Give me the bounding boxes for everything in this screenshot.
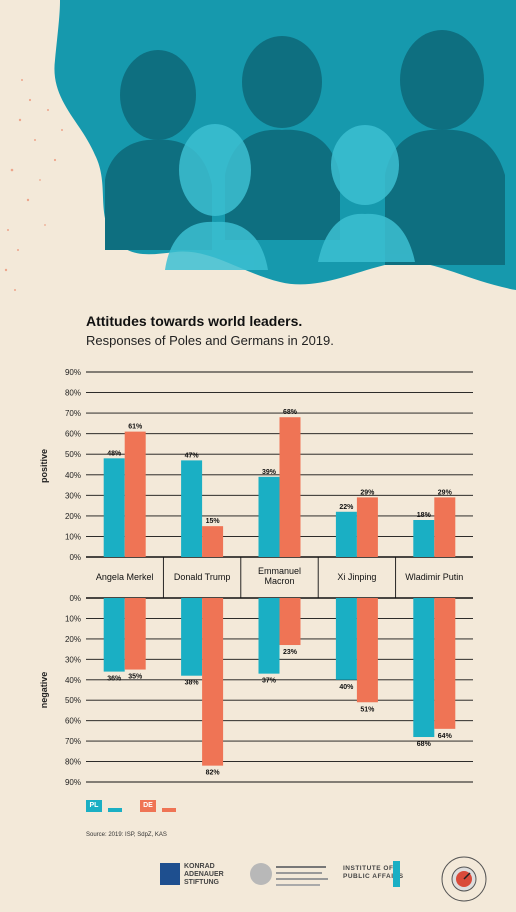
y-tick-label: 60% xyxy=(65,717,81,726)
data-label: 29% xyxy=(360,489,375,496)
data-label: 35% xyxy=(128,674,143,681)
data-label: 37% xyxy=(262,678,277,685)
bar-negative-de xyxy=(434,598,456,729)
leader-faces xyxy=(165,124,415,270)
kas-logo-line-2: ADENAUER xyxy=(184,871,224,878)
data-label: 64% xyxy=(438,733,453,740)
bar-positive-de xyxy=(434,497,456,557)
y-tick-label: 10% xyxy=(65,614,81,623)
y-ticks-negative: 0% 10% 20% 30% 40% 50% 60% 70% 80% 90% xyxy=(65,594,81,787)
legend-badge-pl: PL xyxy=(86,800,102,812)
bar-negative-pl xyxy=(413,598,435,738)
data-label: 61% xyxy=(128,424,143,431)
y-tick-label: 80% xyxy=(65,758,81,767)
y-tick-label: 60% xyxy=(65,430,81,439)
source-note: Source: 2019: ISP, SdpZ, KAS xyxy=(86,832,167,838)
category-label: Angela Merkel xyxy=(96,572,154,582)
y-tick-label: 0% xyxy=(69,553,81,562)
bar-positive-pl xyxy=(258,476,280,557)
y-tick-label: 30% xyxy=(65,491,81,500)
isp-logo-line-2: PUBLIC AFFAIRS xyxy=(343,873,404,880)
bar-positive-de xyxy=(356,497,378,557)
bar-negative-de xyxy=(124,598,146,670)
y-axis-label-positive: positive xyxy=(39,449,49,483)
data-label: 51% xyxy=(360,706,375,713)
bar-negative-de xyxy=(356,598,378,703)
data-label: 82% xyxy=(206,770,221,777)
data-label: 39% xyxy=(262,469,277,476)
data-label: 15% xyxy=(206,518,221,525)
data-label: 23% xyxy=(283,649,298,656)
legend-swatch-de xyxy=(162,808,176,812)
bar-positive-pl xyxy=(103,458,125,557)
bar-negative-pl xyxy=(335,598,357,680)
y-tick-label: 20% xyxy=(65,512,81,521)
footer-logos: KONRAD ADENAUER STIFTUNG INSTITUTE OF PU… xyxy=(0,855,516,905)
y-tick-label: 10% xyxy=(65,532,81,541)
bar-negative-pl xyxy=(181,598,203,676)
data-labels-positive: 48% 61% 47% 15% 39% 68% 22% 29% 18% 29% xyxy=(107,409,452,525)
bar-positive-pl xyxy=(181,460,203,557)
kas-logo-line-3: STIFTUNG xyxy=(184,879,219,886)
data-label: 29% xyxy=(438,489,453,496)
y-tick-label: 30% xyxy=(65,655,81,664)
category-label: Emmanuel Macron xyxy=(258,566,301,586)
category-label: Xi Jinping xyxy=(337,572,376,582)
y-tick-label: 0% xyxy=(69,594,81,603)
chart-subtitle: Responses of Poles and Germans in 2019. xyxy=(86,333,334,348)
y-tick-label: 70% xyxy=(65,737,81,746)
y-tick-label: 70% xyxy=(65,409,81,418)
data-label: 18% xyxy=(417,512,432,519)
data-label: 22% xyxy=(339,504,354,511)
data-label: 68% xyxy=(283,409,298,416)
data-label: 48% xyxy=(107,450,122,457)
y-tick-label: 40% xyxy=(65,676,81,685)
kas-logo-mark xyxy=(160,863,180,885)
isp-logo-line-1: INSTITUTE OF xyxy=(343,865,394,872)
hero-illustration xyxy=(4,0,516,291)
y-tick-label: 80% xyxy=(65,389,81,398)
legend-swatch-pl xyxy=(108,808,122,812)
y-tick-label: 90% xyxy=(65,368,81,377)
bar-negative-pl xyxy=(103,598,125,672)
category-label: Donald Trump xyxy=(174,572,231,582)
chart-area: 0% 10% 20% 30% 40% 50% 60% 70% 80% 90% 0% 10% 20% 30… xyxy=(39,368,473,787)
bar-positive-de xyxy=(124,431,146,557)
data-label: 38% xyxy=(185,680,200,687)
foundation-logo-icon xyxy=(250,863,272,885)
y-tick-label: 40% xyxy=(65,471,81,480)
y-tick-label: 50% xyxy=(65,450,81,459)
y-tick-label: 90% xyxy=(65,778,81,787)
bar-positive-pl xyxy=(413,520,435,557)
category-labels: Angela Merkel Donald Trump Emmanuel Macron X… xyxy=(96,557,463,598)
category-label: Wladimir Putin xyxy=(405,572,463,582)
isp-logo-bar xyxy=(393,861,400,887)
data-label: 47% xyxy=(185,452,200,459)
speckle-texture xyxy=(4,38,97,291)
barometer-logo xyxy=(441,856,487,902)
chart-title: Attitudes towards world leaders. xyxy=(86,313,303,329)
data-label: 68% xyxy=(417,741,432,748)
legend-badge-de: DE xyxy=(140,800,156,812)
data-labels-negative: 36% 35% 38% 82% 37% 23% 40% 51% 68% 64% xyxy=(107,649,452,777)
bar-negative-pl xyxy=(258,598,280,674)
bar-positive-de xyxy=(202,526,224,557)
y-ticks-positive: 0% 10% 20% 30% 40% 50% 60% 70% 80% 90% xyxy=(65,368,81,562)
data-label: 40% xyxy=(339,684,354,691)
isp-logo: INSTITUTE OF PUBLIC AFFAIRS xyxy=(343,861,404,887)
bar-negative-de xyxy=(202,598,224,766)
bars-positive xyxy=(103,417,456,557)
y-tick-label: 20% xyxy=(65,635,81,644)
leader-silhouettes xyxy=(105,30,505,265)
y-axis-label-negative: negative xyxy=(39,672,49,709)
bar-positive-pl xyxy=(335,511,357,557)
data-label: 36% xyxy=(107,676,122,683)
bar-negative-de xyxy=(279,598,301,646)
kas-logo-line-1: KONRAD xyxy=(184,863,215,870)
bars-negative xyxy=(103,598,456,766)
y-tick-label: 50% xyxy=(65,696,81,705)
bar-positive-de xyxy=(279,417,301,557)
